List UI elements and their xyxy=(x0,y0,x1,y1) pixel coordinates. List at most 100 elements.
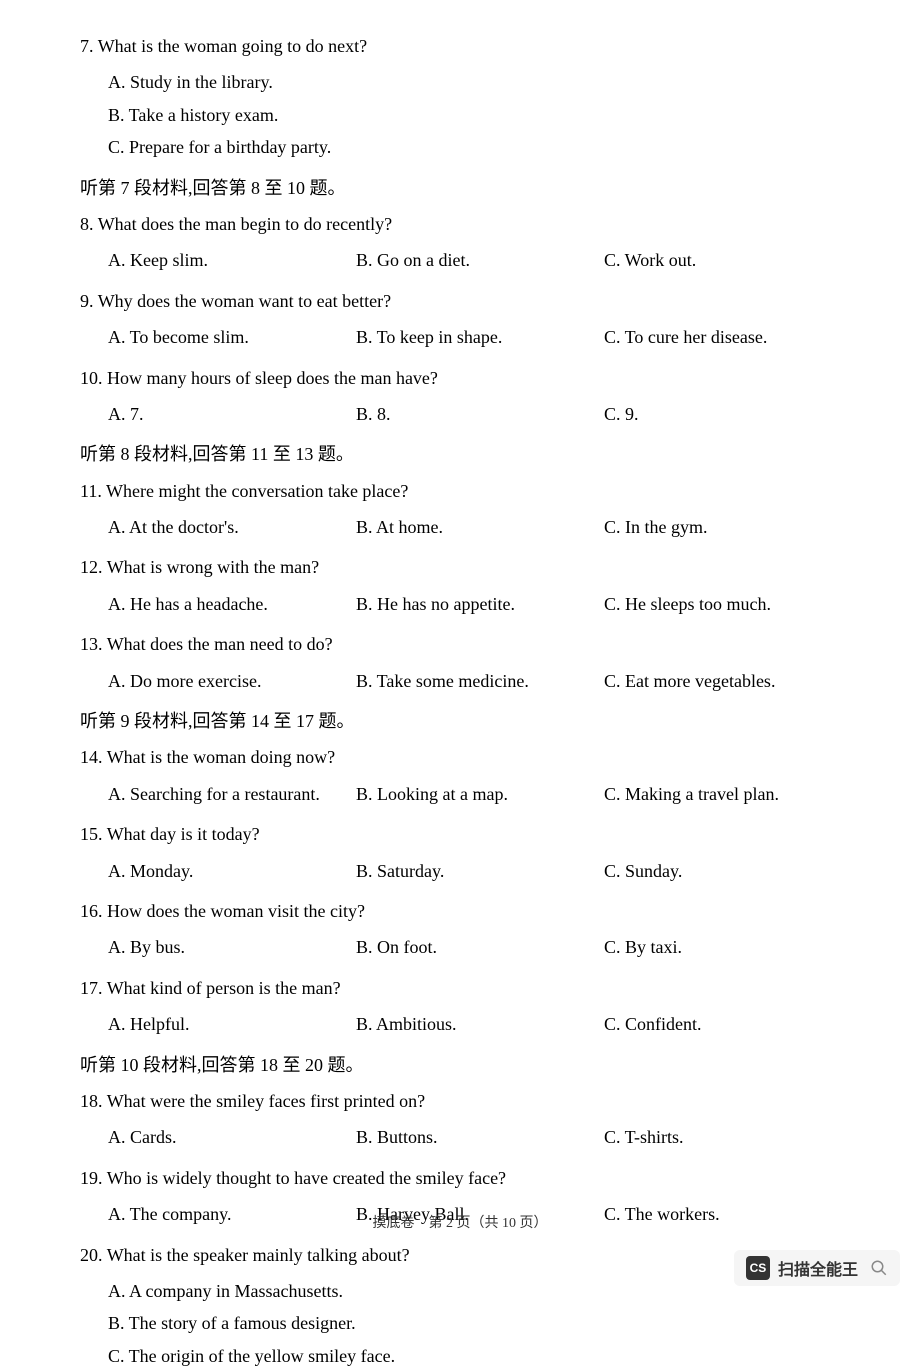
option-c: C. To cure her disease. xyxy=(604,321,870,353)
option-a: A. Do more exercise. xyxy=(108,665,356,697)
section-10-heading: 听第 10 段材料,回答第 18 至 20 题。 xyxy=(80,1049,870,1081)
question-prompt: What does the man need to do? xyxy=(107,634,333,654)
question-number: 16 xyxy=(80,901,98,921)
question-number: 13 xyxy=(80,634,98,654)
question-14: 14. What is the woman doing now? A. Sear… xyxy=(80,741,870,810)
question-16: 16. How does the woman visit the city? A… xyxy=(80,895,870,964)
question-number: 17 xyxy=(80,978,98,998)
question-options: A. Monday. B. Saturday. C. Sunday. xyxy=(80,855,870,887)
page-footer: 摸底卷 第 2 页（共 10 页） xyxy=(0,1212,920,1232)
question-number: 12 xyxy=(80,557,98,577)
question-text: 8. What does the man begin to do recentl… xyxy=(80,208,870,240)
option-a: A. Searching for a restaurant. xyxy=(108,778,356,810)
question-text: 10. How many hours of sleep does the man… xyxy=(80,362,870,394)
option-a: A. Study in the library. xyxy=(108,66,870,98)
question-text: 16. How does the woman visit the city? xyxy=(80,895,870,927)
question-prompt: What day is it today? xyxy=(107,824,260,844)
question-number: 10 xyxy=(80,368,98,388)
option-c: C. Confident. xyxy=(604,1008,870,1040)
option-b: B. Take a history exam. xyxy=(108,99,870,131)
question-options: A. Helpful. B. Ambitious. C. Confident. xyxy=(80,1008,870,1040)
option-b: B. Ambitious. xyxy=(356,1008,604,1040)
question-options: A. A company in Massachusetts. B. The st… xyxy=(80,1275,870,1372)
question-9: 9. Why does the woman want to eat better… xyxy=(80,285,870,354)
question-prompt: What kind of person is the man? xyxy=(107,978,341,998)
option-c: C. In the gym. xyxy=(604,511,870,543)
question-text: 19. Who is widely thought to have create… xyxy=(80,1162,870,1194)
option-b: B. On foot. xyxy=(356,931,604,963)
question-7: 7. What is the woman going to do next? A… xyxy=(80,30,870,164)
option-c: C. Making a travel plan. xyxy=(604,778,870,810)
option-b: B. To keep in shape. xyxy=(356,321,604,353)
question-prompt: What does the man begin to do recently? xyxy=(98,214,392,234)
question-prompt: Why does the woman want to eat better? xyxy=(98,291,391,311)
question-15: 15. What day is it today? A. Monday. B. … xyxy=(80,818,870,887)
question-number: 7 xyxy=(80,36,89,56)
option-b: B. Saturday. xyxy=(356,855,604,887)
scanner-watermark: CS 扫描全能王 xyxy=(734,1250,900,1286)
option-a: A. To become slim. xyxy=(108,321,356,353)
question-text: 7. What is the woman going to do next? xyxy=(80,30,870,62)
option-b: B. He has no appetite. xyxy=(356,588,604,620)
question-number: 14 xyxy=(80,747,98,767)
option-c: C. Sunday. xyxy=(604,855,870,887)
scanner-app-icon: CS xyxy=(746,1256,770,1280)
question-number: 8 xyxy=(80,214,89,234)
question-text: 12. What is wrong with the man? xyxy=(80,551,870,583)
question-prompt: What is the speaker mainly talking about… xyxy=(107,1245,410,1265)
question-prompt: Who is widely thought to have created th… xyxy=(107,1168,506,1188)
question-prompt: What were the smiley faces first printed… xyxy=(107,1091,425,1111)
question-text: 18. What were the smiley faces first pri… xyxy=(80,1085,870,1117)
option-a: A. Helpful. xyxy=(108,1008,356,1040)
option-c: C. Eat more vegetables. xyxy=(604,665,870,697)
section-7-heading: 听第 7 段材料,回答第 8 至 10 题。 xyxy=(80,172,870,204)
option-a: A. 7. xyxy=(108,398,356,430)
option-b: B. Go on a diet. xyxy=(356,244,604,276)
question-prompt: What is the woman doing now? xyxy=(107,747,335,767)
option-b: B. Buttons. xyxy=(356,1121,604,1153)
option-b: B. At home. xyxy=(356,511,604,543)
question-number: 11 xyxy=(80,481,97,501)
section-8-heading: 听第 8 段材料,回答第 11 至 13 题。 xyxy=(80,438,870,470)
question-prompt: Where might the conversation take place? xyxy=(106,481,408,501)
option-c: C. By taxi. xyxy=(604,931,870,963)
question-number: 15 xyxy=(80,824,98,844)
option-b: B. Looking at a map. xyxy=(356,778,604,810)
option-b: B. The story of a famous designer. xyxy=(108,1307,870,1339)
question-text: 15. What day is it today? xyxy=(80,818,870,850)
question-options: A. Searching for a restaurant. B. Lookin… xyxy=(80,778,870,810)
question-17: 17. What kind of person is the man? A. H… xyxy=(80,972,870,1041)
option-c: C. The origin of the yellow smiley face. xyxy=(108,1340,870,1372)
question-options: A. 7. B. 8. C. 9. xyxy=(80,398,870,430)
option-c: C. Work out. xyxy=(604,244,870,276)
question-options: A. By bus. B. On foot. C. By taxi. xyxy=(80,931,870,963)
option-a: A. Keep slim. xyxy=(108,244,356,276)
question-13: 13. What does the man need to do? A. Do … xyxy=(80,628,870,697)
question-options: A. Do more exercise. B. Take some medici… xyxy=(80,665,870,697)
question-8: 8. What does the man begin to do recentl… xyxy=(80,208,870,277)
question-18: 18. What were the smiley faces first pri… xyxy=(80,1085,870,1154)
option-a: A. By bus. xyxy=(108,931,356,963)
option-a: A. He has a headache. xyxy=(108,588,356,620)
question-prompt: What is wrong with the man? xyxy=(107,557,319,577)
question-11: 11. Where might the conversation take pl… xyxy=(80,475,870,544)
scanner-app-name: 扫描全能王 xyxy=(778,1256,858,1280)
option-a: A. Cards. xyxy=(108,1121,356,1153)
question-10: 10. How many hours of sleep does the man… xyxy=(80,362,870,431)
option-c: C. He sleeps too much. xyxy=(604,588,870,620)
option-c: C. Prepare for a birthday party. xyxy=(108,131,870,163)
question-text: 9. Why does the woman want to eat better… xyxy=(80,285,870,317)
question-prompt: How does the woman visit the city? xyxy=(107,901,365,921)
option-c: C. 9. xyxy=(604,398,870,430)
question-prompt: What is the woman going to do next? xyxy=(98,36,367,56)
option-a: A. Monday. xyxy=(108,855,356,887)
question-12: 12. What is wrong with the man? A. He ha… xyxy=(80,551,870,620)
question-text: 14. What is the woman doing now? xyxy=(80,741,870,773)
question-number: 18 xyxy=(80,1091,98,1111)
question-options: A. Cards. B. Buttons. C. T-shirts. xyxy=(80,1121,870,1153)
question-prompt: How many hours of sleep does the man hav… xyxy=(107,368,438,388)
question-options: A. To become slim. B. To keep in shape. … xyxy=(80,321,870,353)
option-c: C. T-shirts. xyxy=(604,1121,870,1153)
question-options: A. Study in the library. B. Take a histo… xyxy=(80,66,870,163)
option-b: B. 8. xyxy=(356,398,604,430)
